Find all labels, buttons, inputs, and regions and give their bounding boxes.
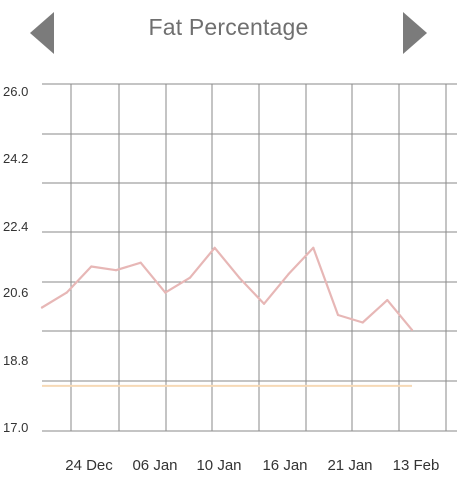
data-point [213,246,216,249]
next-button[interactable] [403,12,427,54]
data-point [312,246,315,249]
data-point [262,302,266,305]
data-point [40,306,44,309]
x-tick-label: 13 Feb [393,457,440,474]
data-point [361,321,364,324]
data-point [90,265,93,268]
data-point [139,261,142,264]
y-tick-label: 20.6 [3,285,28,300]
y-tick-label: 24.2 [3,151,28,166]
header: Fat Percentage [0,0,457,66]
x-tick-label: 21 Jan [327,457,372,474]
data-point [188,276,192,279]
data-point [114,269,118,272]
series-line [40,246,414,331]
x-tick-label: 06 Jan [132,457,177,474]
x-tick-label: 16 Jan [262,457,307,474]
data-point [238,276,241,279]
y-tick-label: 22.4 [3,219,28,234]
x-tick-label: 10 Jan [196,457,241,474]
page-title: Fat Percentage [148,14,309,40]
x-tick-label: 24 Dec [65,457,113,474]
data-point [65,291,68,294]
data-point [410,328,414,332]
data-point [287,272,290,276]
previous-button[interactable] [30,12,54,54]
y-tick-label: 17.0 [3,420,28,435]
y-tick-label: 26.0 [3,84,28,99]
triangle-left-icon [30,12,54,54]
data-point [386,298,389,302]
y-tick-label: 18.8 [3,353,28,368]
data-point [336,313,340,317]
data-point [164,291,167,294]
triangle-right-icon [403,12,427,54]
